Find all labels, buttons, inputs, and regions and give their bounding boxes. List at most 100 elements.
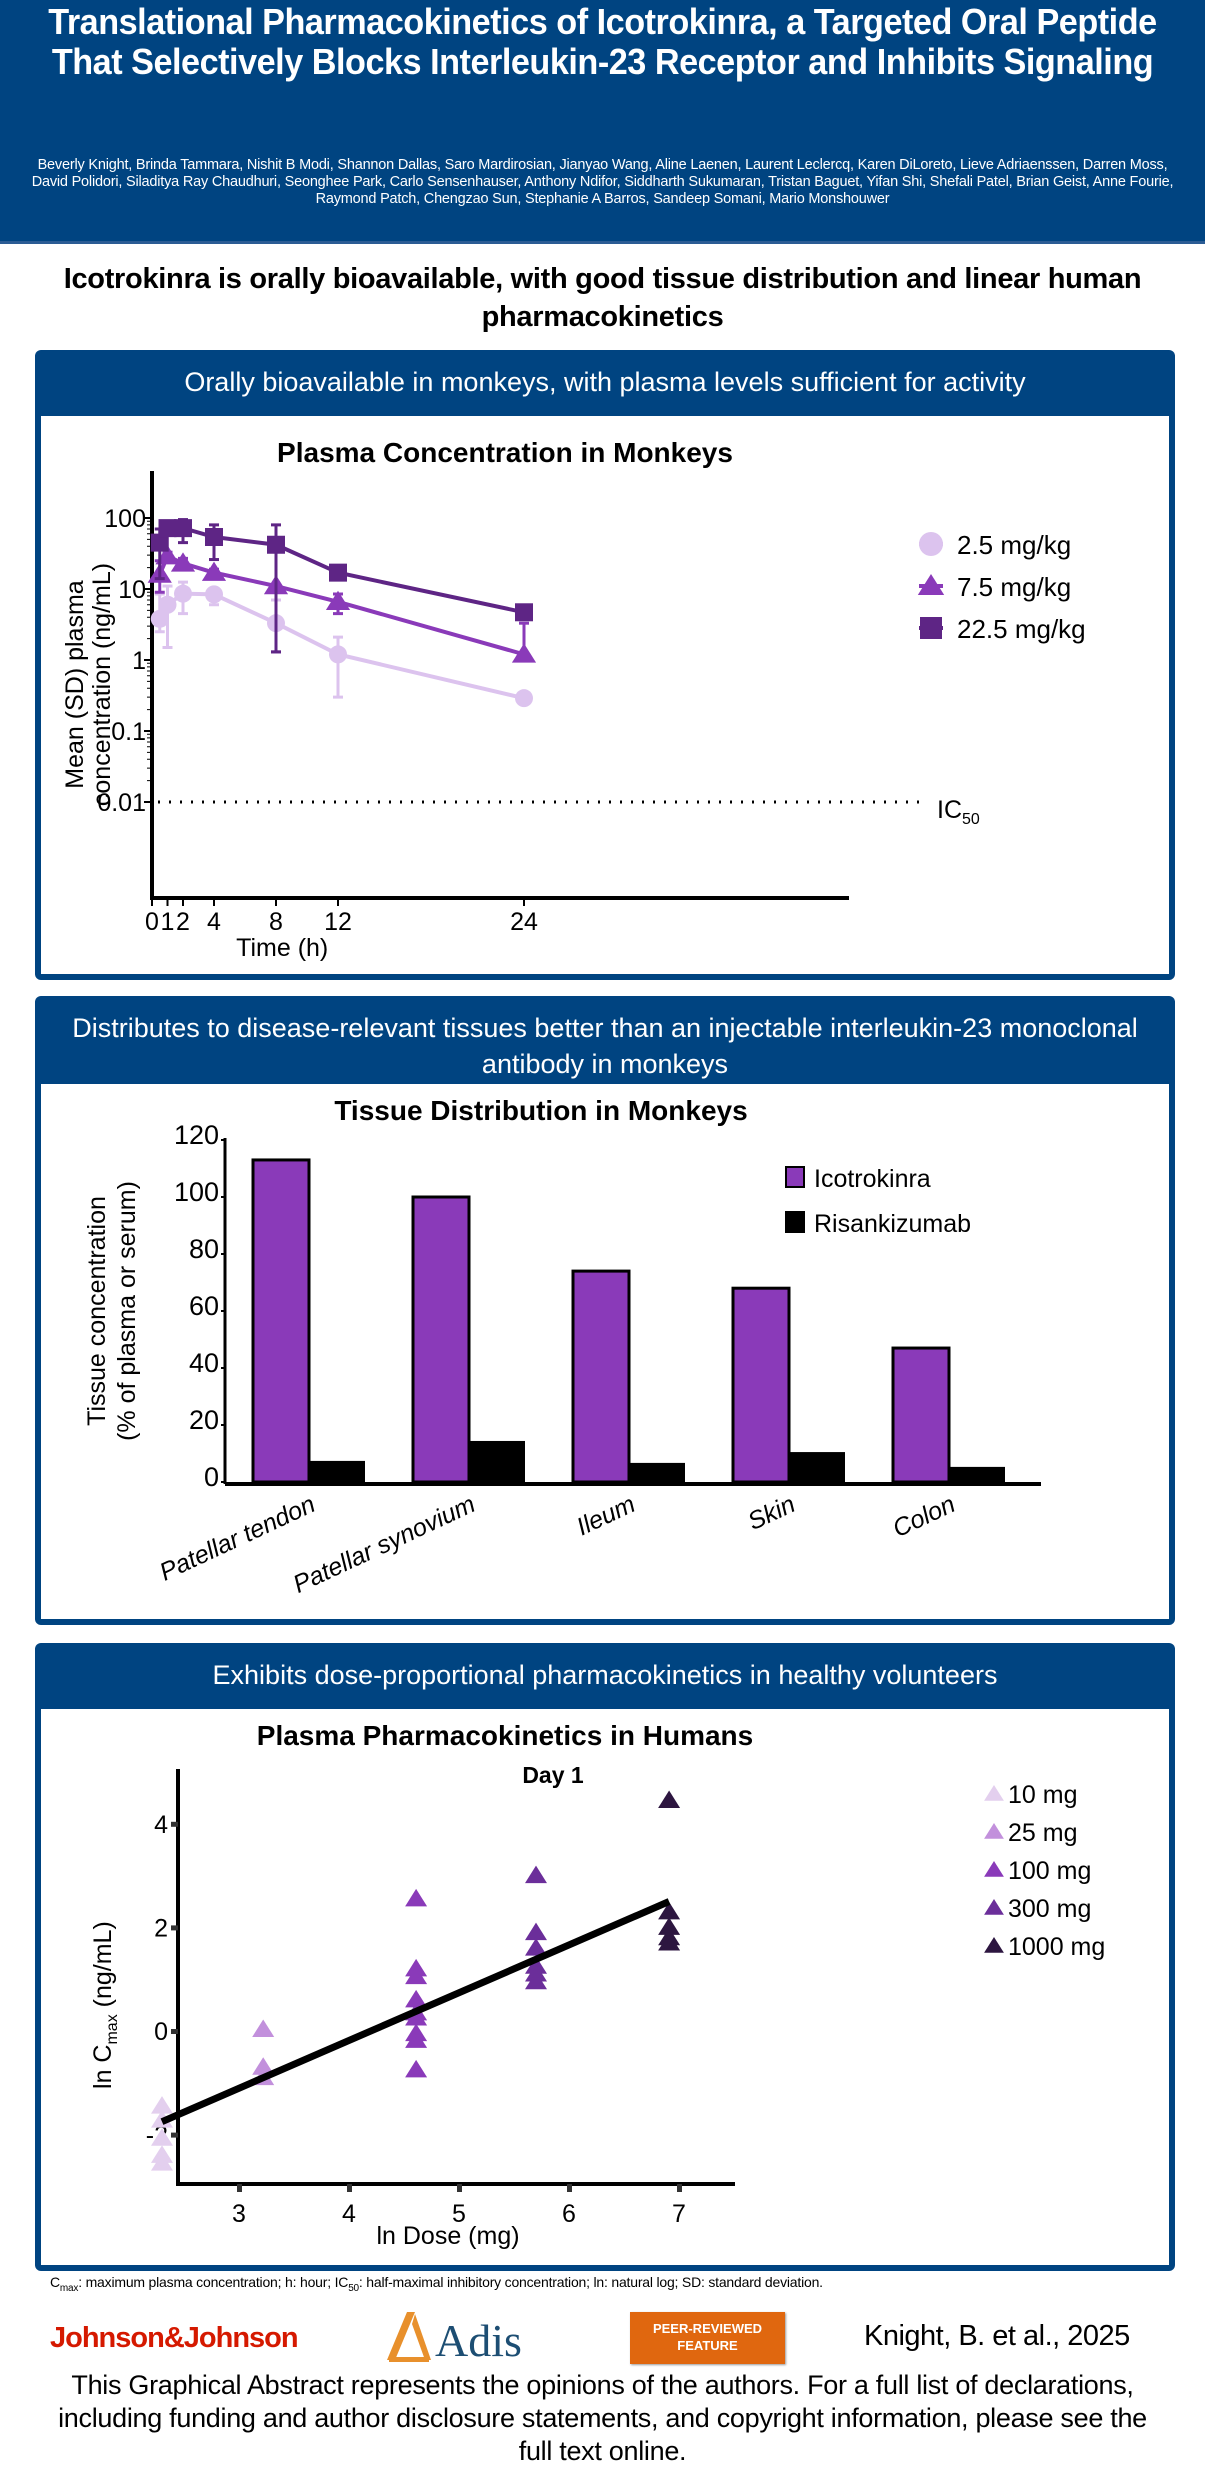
bar-risankizumab <box>789 1452 845 1482</box>
data-point <box>658 1932 681 1951</box>
chart-subtitle: Day 1 <box>522 1762 584 1788</box>
chart-title: Plasma Concentration in Monkeys <box>277 437 733 468</box>
data-point <box>155 545 180 565</box>
adis-wordmark: Adis <box>435 2315 522 2366</box>
x-tick-label: Colon <box>888 1490 959 1543</box>
footnote-text: : maximum plasma concentration; h: hour;… <box>78 2274 349 2290</box>
legend-marker <box>919 532 943 556</box>
y-tick-label: 100 <box>174 1177 219 1207</box>
data-point <box>205 585 223 604</box>
panel-heading: Distributes to disease-relevant tissues … <box>72 1013 1138 1079</box>
johnson-johnson-logo: Johnson&Johnson <box>50 2322 299 2354</box>
data-point <box>658 1901 681 1920</box>
bar-icotrokinra <box>731 1286 791 1484</box>
y-tick-label: 0.01 <box>97 789 146 817</box>
x-tick-label: 4 <box>207 908 221 936</box>
data-point <box>205 528 223 547</box>
data-point <box>174 519 192 538</box>
data-point <box>515 689 533 708</box>
x-tick-label: 24 <box>510 908 538 936</box>
footnote-text: C <box>50 2274 60 2290</box>
bar-icotrokinra <box>411 1195 471 1484</box>
adis-logo: Adis <box>385 2310 522 2366</box>
x-tick-label: 3 <box>232 2200 246 2228</box>
panel-body: Tissue Distribution in Monkeys 0 20 40 60 80 1… <box>41 1084 1169 1619</box>
data-point <box>174 584 192 603</box>
y-axis-label-line: Mean (SD) plasma <box>61 580 89 788</box>
y-tick-label: 100 <box>104 505 146 533</box>
ic50-label: IC50 <box>937 796 980 828</box>
data-point <box>158 519 177 538</box>
data-point <box>525 1922 547 1941</box>
y-tick-label: 4 <box>154 1811 168 1839</box>
legend-marker <box>984 1861 1004 1877</box>
badge-line: FEATURE <box>677 2338 738 2353</box>
legend-label: 10 mg <box>1008 1781 1077 1809</box>
data-point <box>515 603 533 622</box>
data-point <box>252 2057 275 2075</box>
logo-row: Johnson&Johnson Adis PEER-REVIEWED FEATU… <box>0 2310 1205 2370</box>
data-point <box>150 609 169 628</box>
data-point <box>405 2030 428 2048</box>
ic50-subscript: 50 <box>962 811 980 828</box>
legend-label: 7.5 mg/kg <box>957 572 1071 602</box>
y-axis-label-line: concentration (ng/mL) <box>88 563 116 806</box>
x-tick-label: 0 <box>145 908 159 936</box>
x-tick-label: 2 <box>176 908 190 936</box>
legend-swatch <box>785 1166 805 1188</box>
bar-icotrokinra <box>891 1346 951 1484</box>
peer-reviewed-badge: PEER-REVIEWED FEATURE <box>630 2312 785 2364</box>
data-point <box>329 645 347 664</box>
legend-label: 22.5 mg/kg <box>957 614 1086 644</box>
x-tick <box>677 2184 682 2192</box>
x-tick-label: 12 <box>324 908 352 936</box>
y-tick-label: 120 <box>174 1120 219 1150</box>
x-axis-label: Time (h) <box>236 934 328 962</box>
y-tick-label: 60 <box>189 1291 219 1321</box>
data-point <box>151 2096 173 2114</box>
y-axis-label-line: Tissue concentration <box>83 1196 111 1426</box>
y-tick-label: 1 <box>132 647 146 675</box>
citation: Knight, B. et al., 2025 <box>864 2320 1130 2352</box>
legend-label: 2.5 mg/kg <box>957 530 1071 560</box>
data-point <box>525 1865 547 1884</box>
human-pk-chart: Plasma Pharmacokinetics in Humans Day 1 4 2… <box>89 1720 1105 2250</box>
panel-monkey-plasma: Orally bioavailable in monkeys, with pla… <box>35 350 1175 980</box>
panel-tissue-distribution: Distributes to disease-relevant tissues … <box>35 996 1175 1625</box>
x-tick-label: 1 <box>161 908 175 936</box>
x-tick <box>237 2184 242 2192</box>
data-point <box>405 1966 428 1985</box>
data-point <box>158 595 177 614</box>
panel-body: Plasma Pharmacokinetics in Humans Day 1 4 2… <box>41 1709 1169 2265</box>
data-point <box>170 552 196 572</box>
disclaimer: This Graphical Abstract represents the o… <box>58 2370 1147 2466</box>
panel-human-pk: Exhibits dose-proportional pharmacokinet… <box>35 1643 1175 2271</box>
y-tick <box>171 1821 178 1827</box>
y-axis-label-tail: (ng/mL) <box>89 1921 117 2014</box>
legend-swatch <box>785 1211 805 1233</box>
x-tick-label: Skin <box>744 1490 800 1536</box>
legend-marker <box>984 1899 1004 1915</box>
y-tick-label: 20 <box>189 1405 219 1435</box>
y-axis-label: Tissue concentration(% of plasma or seru… <box>83 1181 141 1441</box>
x-tick-label: 6 <box>562 2200 576 2228</box>
y-tick-label: 40 <box>189 1348 219 1378</box>
data-point <box>525 1971 547 1990</box>
y-axis-label-sub: max <box>104 2014 121 2044</box>
abbreviations-footnote: Cmax: maximum plasma concentration; h: h… <box>50 2274 823 2294</box>
data-point <box>201 561 227 581</box>
legend-label: Icotrokinra <box>814 1165 931 1193</box>
x-tick-label: Ileum <box>572 1490 639 1541</box>
x-tick-label: 8 <box>269 908 283 936</box>
bar-risankizumab <box>629 1462 685 1482</box>
x-tick <box>457 2184 462 2192</box>
legend-label: 25 mg <box>1008 1819 1077 1847</box>
legend-marker <box>984 1937 1004 1953</box>
data-point <box>150 533 169 552</box>
plasma-concentration-chart: Plasma Concentration in Monkeys1001010.1… <box>61 437 1086 962</box>
x-tick-label: Patellar synovium <box>289 1490 480 1599</box>
footnote-sub: 50 <box>348 2282 359 2294</box>
legend-label: 300 mg <box>1008 1895 1091 1923</box>
page-title: Translational Pharmacokinetics of Icotro… <box>48 1 1157 82</box>
y-axis-label: Mean (SD) plasmaconcentration (ng/mL) <box>61 563 116 806</box>
